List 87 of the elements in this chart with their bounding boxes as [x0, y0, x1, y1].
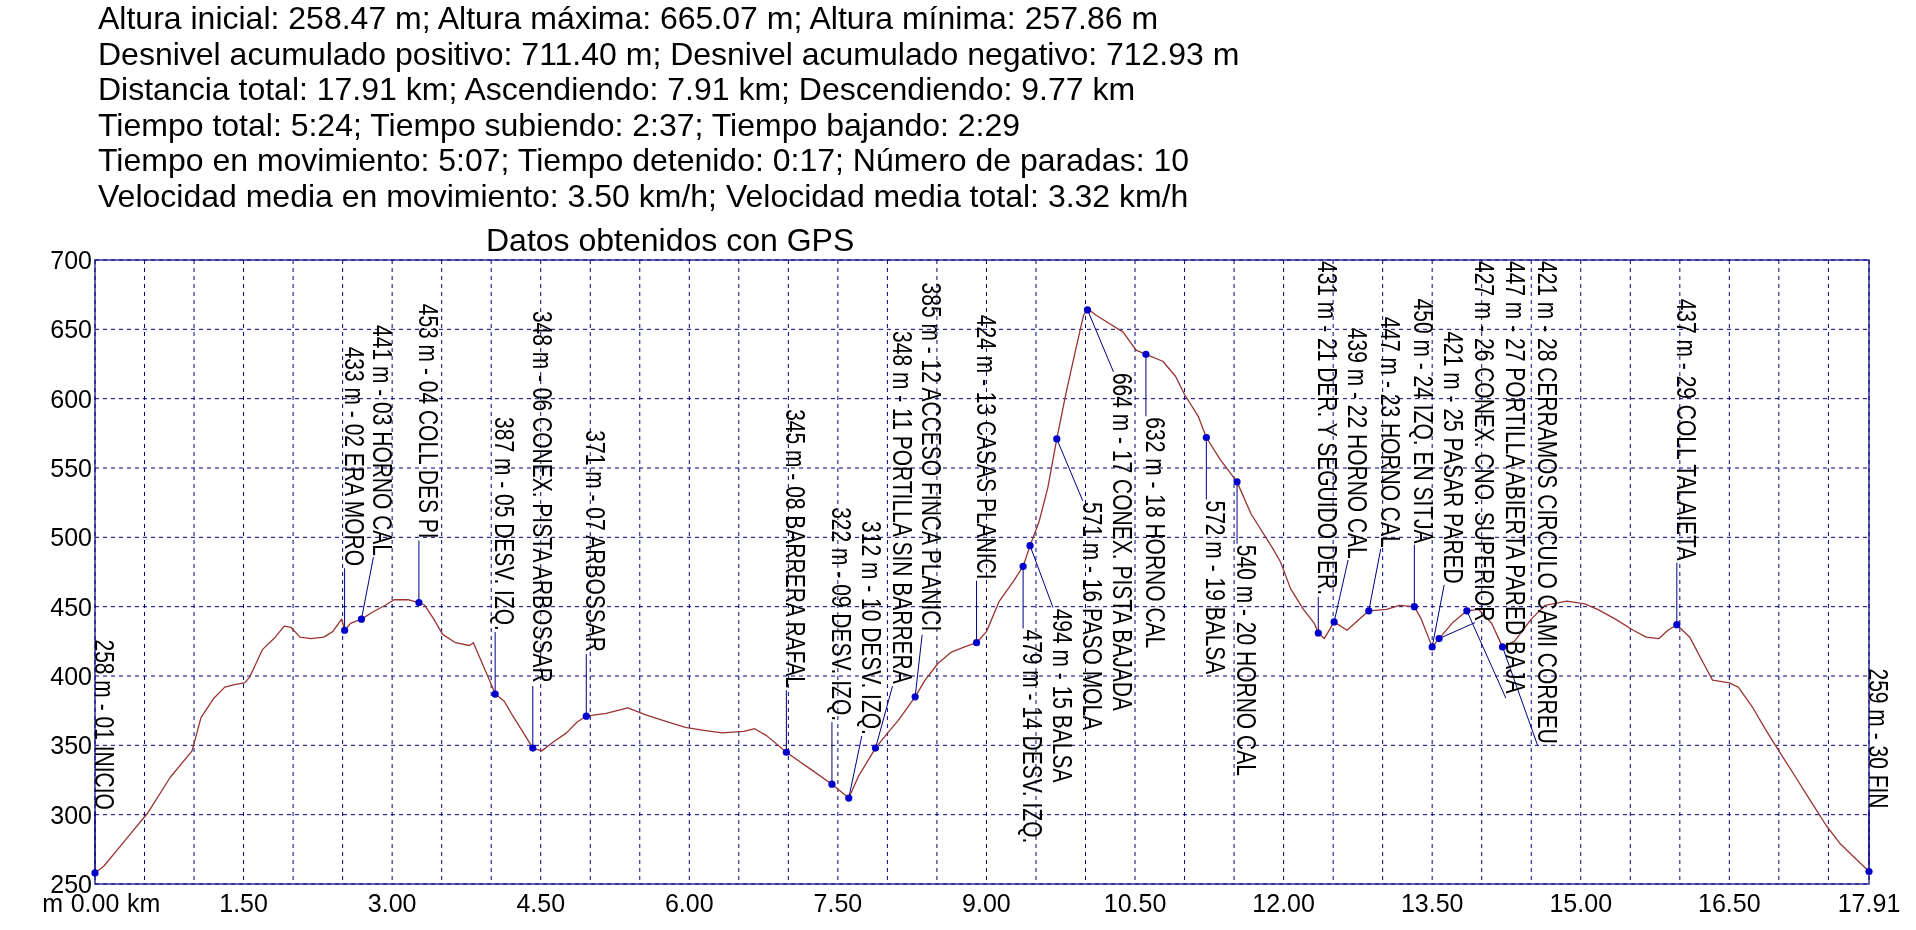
point [491, 690, 499, 698]
annotation: 571 m - 16 PASO MOLA [1077, 501, 1108, 731]
text: Desnivel acumulado positivo: 711.40 m; Desnivel acumulado negativo: 712.93 m [98, 35, 1240, 72]
annotation: 572 m - 19 BALSA [1200, 500, 1232, 675]
x-tick-label: 16.50 [1698, 889, 1761, 917]
point [529, 744, 537, 752]
y-tick-label: 500 [50, 523, 92, 552]
annotation: 427 m - 26 CONEX. CNO. SUPERIOR [1469, 261, 1501, 622]
x-tick-label: 7.50 [813, 889, 863, 917]
y-tick-label: 450 [50, 592, 92, 621]
point [1463, 607, 1471, 615]
point [871, 744, 880, 752]
point [1365, 607, 1373, 615]
annotation: 494 m - 15 BALSA [1047, 608, 1078, 783]
point [1026, 542, 1034, 550]
point [782, 748, 790, 756]
x-tick-label: 15.00 [1549, 889, 1613, 917]
x-tick-label: 10.50 [1103, 889, 1167, 917]
annotation: 540 m - 20 HORNO CAL [1231, 544, 1262, 776]
point [972, 639, 981, 647]
text: Tiempo en movimiento: 5:07; Tiempo detenido: 0:17; Número de paradas: 10 [98, 142, 1189, 179]
point [1428, 643, 1436, 651]
annotation: 433 m - 02 ERA MORO [338, 346, 370, 566]
point [415, 598, 423, 607]
y-tick-label: 550 [50, 454, 92, 482]
point [1865, 867, 1873, 876]
point [341, 626, 349, 634]
x-tick-label: 12.00 [1252, 889, 1315, 917]
annotation: 387 m - 05 DESV. IZQ. [489, 417, 521, 631]
annotation: 421 m - 25 PASAR PARED [1438, 331, 1470, 584]
point [1330, 618, 1338, 626]
point [1410, 603, 1418, 611]
point [357, 615, 366, 623]
annotation: 322 m - 09 DESV. IZQ. [826, 507, 857, 722]
annotation: 431 m - 21 DER. Y SEGUIDO DER. [1312, 261, 1344, 595]
annotation: 385 m - 12 ACCESO FINCA PLANICI [916, 282, 948, 632]
text: Velocidad media en movimiento: 3.50 km/h; Velocidad media total: 3.32 km/h [98, 178, 1189, 214]
point [1083, 306, 1092, 314]
point [1673, 621, 1681, 629]
text: Tiempo total: 5:24; Tiempo subiendo: 2:37; Tiempo bajando: 2:29 [98, 106, 1021, 143]
annotation: 450 m - 24 IZQ. EN SITJA [1408, 298, 1440, 544]
annotation: 447 m - 23 HORNO CAL [1375, 316, 1406, 548]
x-tick-label: 1.50 [219, 889, 268, 917]
point [845, 794, 853, 802]
x-tick-label: 9.00 [962, 889, 1011, 917]
point [1435, 634, 1443, 643]
point [582, 712, 590, 720]
point [1019, 562, 1027, 571]
point [1142, 350, 1150, 358]
annotation: 424 m - 13 CASAS PLANICI [970, 314, 1002, 580]
annotation: 259 m - 30 FIN [1863, 668, 1894, 809]
point [828, 780, 836, 788]
annotation: 479 m - 14 DESV. IZQ. [1017, 629, 1048, 844]
x-tick-label: 4.50 [516, 889, 566, 917]
annotation: 441 m - 03 HORNO CAL [367, 325, 399, 557]
y-tick-label: 300 [50, 800, 92, 829]
y-tick-label: 350 [50, 731, 92, 760]
annotation: 439 m - 22 HORNO CAL [1342, 327, 1374, 559]
point [91, 869, 99, 877]
annotation: 664 m - 17 CONEX. PISTA BAJADA [1107, 372, 1139, 712]
annotation: 312 m - 10 DESV. IZQ. [856, 521, 887, 735]
annotation: 453 m - 04 COLL DES PI [413, 303, 444, 539]
point [1233, 478, 1241, 486]
x-tick-label: 3.00 [367, 889, 417, 917]
point [1053, 435, 1061, 443]
annotation: 345 m - 08 BARRERA RAFAL [780, 409, 812, 688]
x-axis-title: km [127, 889, 161, 917]
point [1314, 629, 1322, 637]
y-tick-label: 600 [50, 384, 92, 413]
text: Altura inicial: 258.47 m; Altura máxima: 665.07 m; Altura mínima: 257.86 m [98, 0, 1159, 36]
y-tick-label: 400 [50, 662, 92, 690]
annotation: 632 m - 18 HORNO CAL [1140, 417, 1171, 649]
annotation: 447 m - 27 PORTILLA ABIERTA PARED BAJA [1500, 261, 1531, 694]
y-tick-label: 650 [50, 315, 92, 344]
annotation: 348 m - 11 PORTILLA SIN BARRERA [886, 331, 918, 685]
chart-title: Datos obtenidos con GPS [486, 222, 855, 258]
y-tick-label: 700 [50, 246, 92, 274]
x-tick-label: 13.50 [1400, 889, 1464, 917]
text: Distancia total: 17.91 km; Ascendiendo: 7.91 km; Descendiendo: 9.77 km [98, 71, 1136, 108]
x-tick-label: 17.91 [1837, 889, 1901, 917]
x-tick-label: 6.00 [664, 889, 714, 917]
annotation: 371 m - 07 ARBOSSAR [580, 430, 612, 652]
point [911, 693, 919, 701]
annotation: 437 m - 29 COLL TALAIETA [1671, 298, 1702, 561]
annotation: 348 m - 06 CONEX. PISTA ARBOSSAR [527, 310, 558, 683]
annotation: 421 m - 28 CERRAMOS CIRCULO CAMI CORREU [1531, 261, 1563, 744]
point [1202, 433, 1210, 442]
